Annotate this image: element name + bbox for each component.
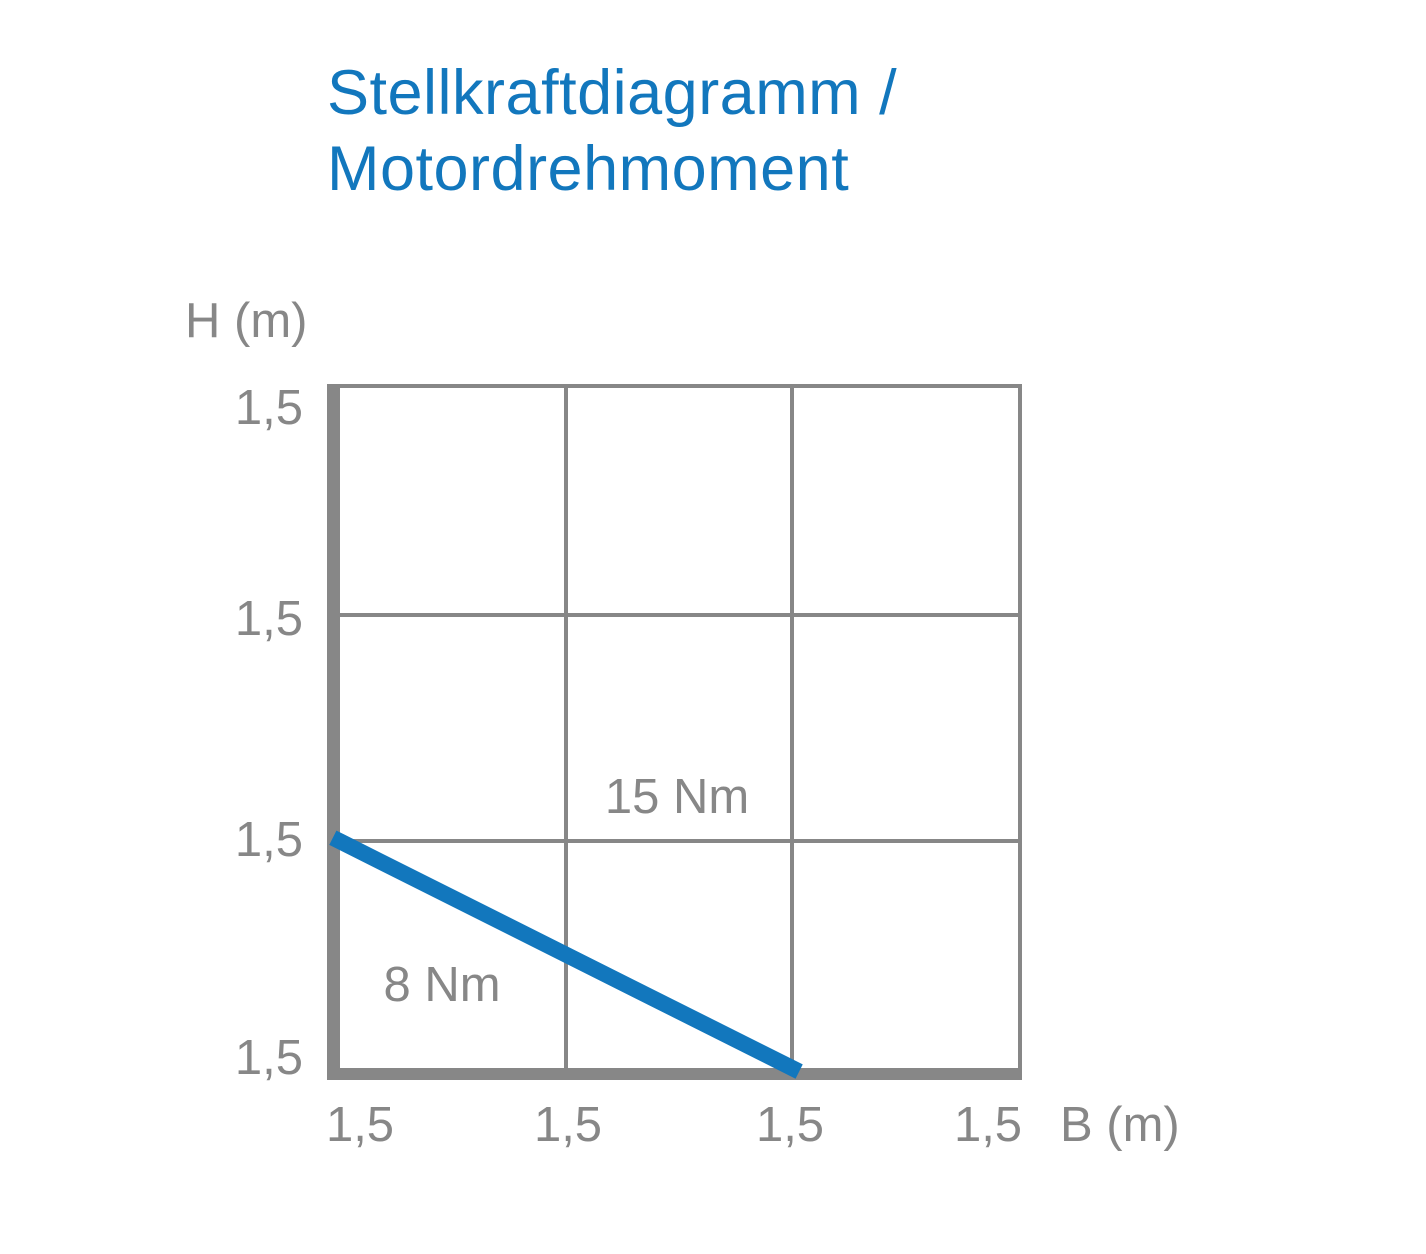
x-tick-label-2: 1,5: [533, 1098, 603, 1152]
plot-area: 15 Nm 8 Nm: [329, 388, 1018, 1079]
annotation-8nm: 8 Nm: [383, 958, 501, 1012]
y-tick-label-3: 1,5: [234, 813, 303, 867]
chart-title-line1: Stellkraftdiagramm /: [327, 58, 898, 128]
gridline-horizontal-1: [340, 613, 1018, 617]
x-tick-label-1: 1,5: [325, 1098, 395, 1152]
chart-title: Stellkraftdiagramm / Motordrehmoment: [327, 55, 897, 207]
torque-line-svg: [329, 830, 803, 1079]
x-axis-label: B (m): [1060, 1098, 1180, 1152]
y-axis-line: [327, 384, 340, 1080]
y-tick-label-2: 1,5: [234, 592, 303, 646]
x-tick-label-3: 1,5: [755, 1098, 825, 1152]
plot-right-border: [1018, 384, 1022, 1068]
x-tick-label-4: 1,5: [953, 1098, 1023, 1152]
y-tick-label-1: 1,5: [234, 381, 303, 435]
y-tick-label-4: 1,5: [234, 1031, 303, 1085]
plot-top-border: [340, 384, 1022, 388]
chart-title-line2: Motordrehmoment: [327, 134, 850, 204]
gridline-vertical-1: [564, 388, 568, 1068]
gridline-horizontal-2: [340, 839, 1018, 843]
y-axis-label: H (m): [185, 294, 308, 348]
torque-boundary-line: [329, 830, 803, 1079]
annotation-15nm: 15 Nm: [604, 770, 750, 824]
x-axis-line: [327, 1068, 1022, 1080]
gridline-vertical-2: [790, 388, 794, 1068]
